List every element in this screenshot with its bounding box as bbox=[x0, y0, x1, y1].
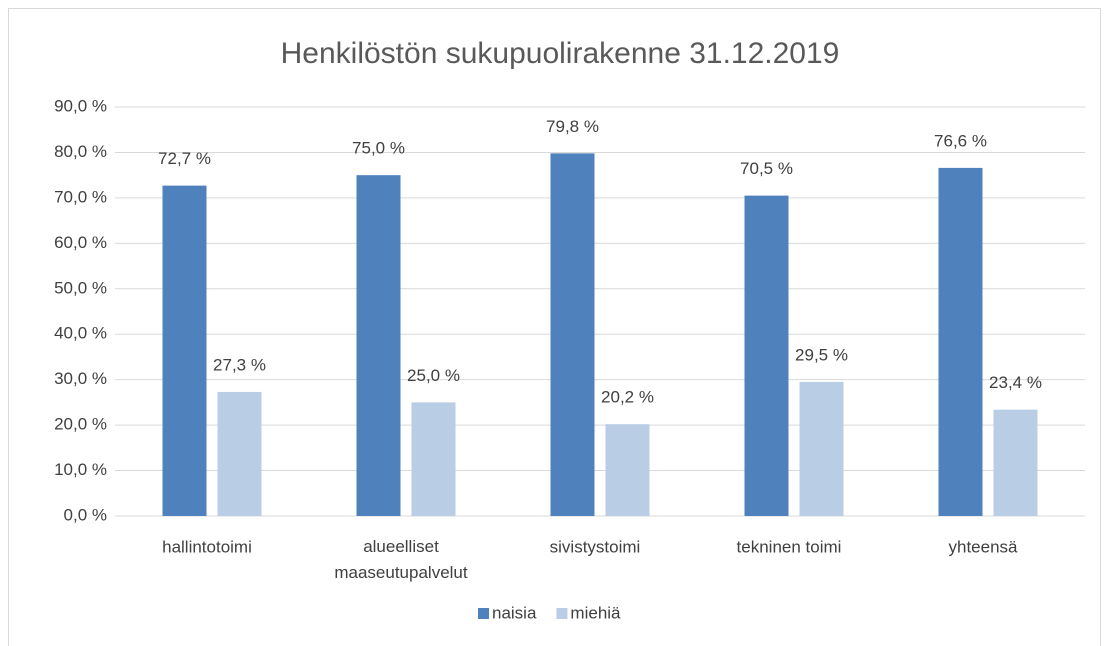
legend-swatch bbox=[478, 608, 489, 619]
y-tick-label: 60,0 % bbox=[54, 233, 107, 252]
y-tick-label: 0,0 % bbox=[64, 505, 107, 524]
data-label: 27,3 % bbox=[213, 355, 266, 374]
x-tick-label: yhteensä bbox=[949, 537, 1019, 556]
bar bbox=[744, 195, 789, 516]
x-tick-label: hallintotoimi bbox=[162, 537, 252, 556]
legend-label: miehiä bbox=[570, 603, 621, 622]
y-tick-label: 30,0 % bbox=[54, 369, 107, 388]
legend-label: naisia bbox=[492, 603, 537, 622]
bar bbox=[605, 424, 650, 516]
bar bbox=[411, 402, 456, 516]
x-tick-label: sivistystoimi bbox=[550, 537, 641, 556]
bar bbox=[356, 175, 401, 516]
bar bbox=[938, 167, 983, 516]
data-label: 23,4 % bbox=[989, 373, 1042, 392]
chart-title: Henkilöstön sukupuolirakenne 31.12.2019 bbox=[281, 37, 840, 70]
bar bbox=[993, 409, 1038, 516]
bar bbox=[162, 185, 207, 516]
data-label: 79,8 % bbox=[546, 117, 599, 136]
data-label: 75,0 % bbox=[352, 139, 405, 158]
y-tick-label: 40,0 % bbox=[54, 324, 107, 343]
bar bbox=[550, 153, 595, 516]
x-tick-label: tekninen toimi bbox=[737, 537, 842, 556]
data-label: 72,7 % bbox=[158, 149, 211, 168]
y-tick-label: 50,0 % bbox=[54, 278, 107, 297]
y-tick-label: 20,0 % bbox=[54, 415, 107, 434]
y-tick-label: 90,0 % bbox=[54, 96, 107, 115]
legend-swatch bbox=[556, 608, 568, 619]
data-label: 76,6 % bbox=[934, 131, 987, 150]
data-label: 20,2 % bbox=[601, 388, 654, 407]
data-label: 25,0 % bbox=[407, 366, 460, 385]
data-label: 70,5 % bbox=[740, 159, 793, 178]
data-label: 29,5 % bbox=[795, 345, 848, 364]
bar bbox=[217, 391, 262, 516]
bar bbox=[799, 381, 844, 516]
y-tick-label: 10,0 % bbox=[54, 460, 107, 479]
y-tick-label: 80,0 % bbox=[54, 142, 107, 161]
x-tick-label: alueelliset maaseutupalvelut bbox=[334, 537, 468, 582]
y-tick-label: 70,0 % bbox=[54, 187, 107, 206]
